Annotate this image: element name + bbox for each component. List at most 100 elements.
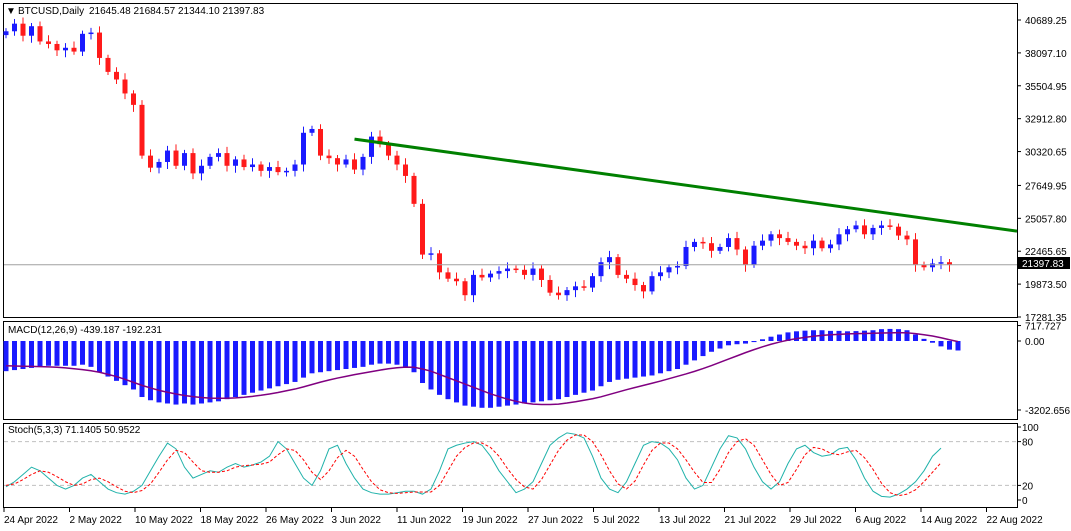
macd-bar xyxy=(216,341,221,402)
macd-bar xyxy=(445,341,451,400)
candle xyxy=(743,246,748,272)
macd-bar xyxy=(428,341,434,390)
macd-bar xyxy=(581,341,587,393)
candle xyxy=(734,231,740,256)
macd-bar xyxy=(870,330,876,341)
candle xyxy=(768,231,774,247)
current-price-badge xyxy=(1018,257,1070,269)
candle xyxy=(309,125,315,136)
date-tick-label: 11 Jun 2022 xyxy=(397,515,452,526)
candle xyxy=(760,234,765,251)
price-tick-label: 32912.80 xyxy=(1025,115,1067,126)
candle xyxy=(862,219,867,239)
candle xyxy=(564,286,570,301)
date-tick-label: 22 Aug 2022 xyxy=(987,515,1044,526)
macd-bar xyxy=(420,341,425,384)
candle xyxy=(335,154,340,172)
macd-bar xyxy=(530,341,536,403)
candle xyxy=(819,237,825,252)
candle xyxy=(403,158,408,183)
axes-layer: 40689.25 38097.10 35504.95 32912.80 30320.65… xyxy=(3,16,1070,526)
candle xyxy=(454,272,459,286)
candle xyxy=(717,243,723,254)
macd-bar xyxy=(318,341,323,373)
candle xyxy=(199,159,204,181)
macd-bar xyxy=(97,341,102,373)
date-tick-label: 26 May 2022 xyxy=(266,515,324,526)
macd-bar xyxy=(343,341,349,370)
macd-bar xyxy=(63,341,68,366)
macd-bar xyxy=(717,341,723,349)
macd-bar xyxy=(148,341,153,401)
candle xyxy=(54,40,60,57)
macd-bar xyxy=(37,341,43,367)
ohlc-label: 21645.48 21684.57 21344.10 21397.83 xyxy=(89,6,265,17)
macd-bar xyxy=(233,341,238,398)
candle xyxy=(624,270,629,284)
candle xyxy=(411,172,417,208)
price-tick-label: 35504.95 xyxy=(1025,82,1067,93)
price-tick-label: 30320.65 xyxy=(1025,148,1067,159)
macd-bar xyxy=(853,331,859,341)
macd-bar xyxy=(165,341,170,404)
candle xyxy=(904,230,910,246)
macd-bar xyxy=(352,341,357,368)
candle xyxy=(190,148,196,180)
date-tick-label: 14 Aug 2022 xyxy=(921,515,978,526)
candle xyxy=(233,156,238,173)
candle xyxy=(445,267,451,282)
macd-bar xyxy=(471,341,476,407)
candle xyxy=(675,261,680,275)
stoch-tick-label: 100 xyxy=(1022,423,1039,434)
candle xyxy=(46,35,51,49)
macd-bar xyxy=(921,338,927,341)
macd-bar xyxy=(590,341,595,391)
trendline[interactable] xyxy=(354,137,1018,233)
macd-bar xyxy=(335,341,340,371)
macd-bar xyxy=(20,341,26,370)
macd-bar xyxy=(267,341,272,389)
candle xyxy=(615,253,621,279)
candles-layer xyxy=(3,17,1017,303)
candle xyxy=(479,268,485,281)
candle xyxy=(275,160,281,176)
macd-bar xyxy=(54,341,60,366)
macd-bar xyxy=(862,330,867,341)
price-tick-label: 17281.35 xyxy=(1025,313,1067,324)
date-tick-label: 5 Jul 2022 xyxy=(594,515,641,526)
macd-bar xyxy=(700,341,706,357)
macd-bar xyxy=(556,341,561,400)
macd-bar xyxy=(258,341,264,391)
stoch-pane[interactable] xyxy=(3,423,1018,508)
macd-bar xyxy=(182,341,187,404)
macd-bar xyxy=(615,341,621,380)
macd-bar xyxy=(632,341,638,378)
macd-bar xyxy=(692,341,697,361)
candle xyxy=(326,149,332,164)
candle xyxy=(37,21,43,45)
candle xyxy=(267,162,272,178)
candle xyxy=(777,229,782,246)
candle xyxy=(88,27,94,40)
macd-bar xyxy=(496,341,502,407)
macd-bar xyxy=(29,341,34,368)
header-arrow-icon[interactable]: ▼ xyxy=(6,6,16,17)
macd-bar xyxy=(199,341,204,404)
macd-bar xyxy=(947,341,952,350)
stoch-tick-label: 0 xyxy=(1022,496,1028,507)
macd-bar xyxy=(46,341,51,366)
stoch-label: Stoch(5,3,3) 71.1405 50.9522 xyxy=(8,425,141,436)
candle xyxy=(607,250,612,270)
macd-bar xyxy=(641,341,646,377)
macd-bar xyxy=(250,341,255,393)
candle xyxy=(811,234,816,256)
trendline-layer xyxy=(354,137,1018,233)
candle xyxy=(802,241,808,254)
date-tick-label: 13 Jul 2022 xyxy=(659,515,711,526)
candle xyxy=(122,73,128,100)
candle xyxy=(105,54,111,76)
candle xyxy=(598,257,604,282)
macd-bar xyxy=(734,341,740,345)
candle xyxy=(428,247,434,261)
